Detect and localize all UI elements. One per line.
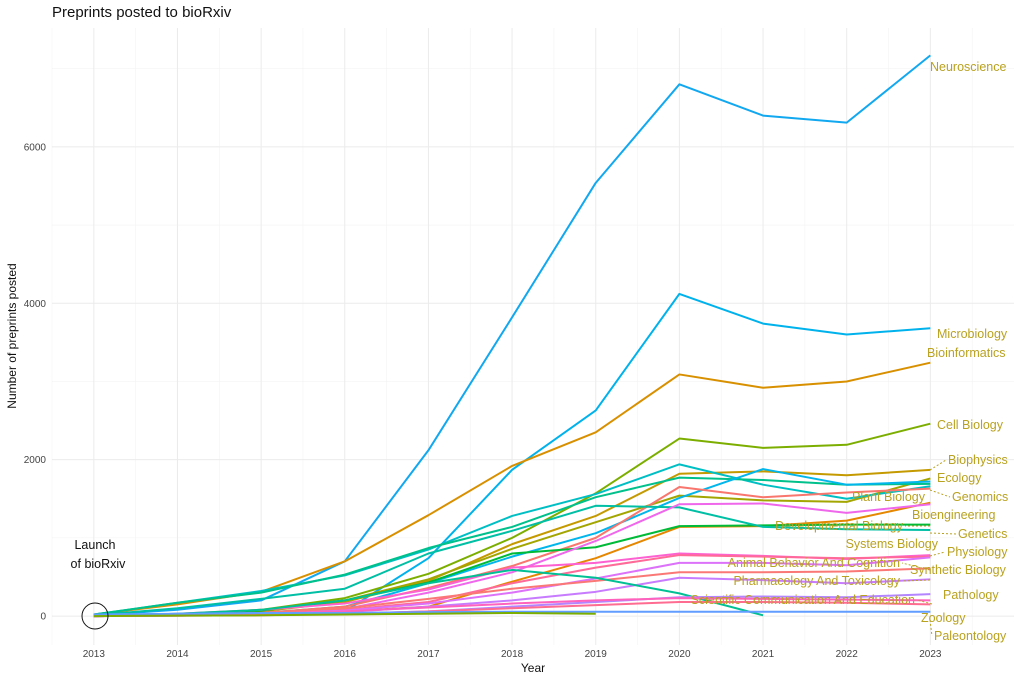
x-tick-label: 2014 — [166, 649, 189, 660]
series-label: Cell Biology — [937, 418, 1004, 432]
series-line-unlabeled-24 — [93, 611, 596, 618]
series-label: Systems Biology — [846, 537, 939, 551]
series-label: Zoology — [921, 611, 966, 625]
series-line-unlabeled-19 — [93, 568, 764, 618]
label-leader — [901, 562, 931, 571]
x-tick-label: 2017 — [417, 649, 440, 660]
series-label: Genomics — [952, 490, 1008, 504]
x-tick-label: 2020 — [668, 649, 691, 660]
annotation-line2: of bioRxiv — [71, 557, 127, 571]
series-lines — [93, 54, 931, 618]
y-tick-label: 0 — [40, 612, 46, 623]
y-tick-label: 2000 — [24, 455, 47, 466]
x-tick-label: 2013 — [83, 649, 106, 660]
x-tick-label: 2022 — [836, 649, 859, 660]
label-leader — [929, 551, 946, 557]
series-label: Scientific Communication And Education — [691, 593, 915, 607]
x-tick-label: 2016 — [334, 649, 357, 660]
series-label: Paleontology — [934, 629, 1007, 643]
series-line-plant-biology — [93, 476, 931, 616]
label-leader — [901, 579, 931, 582]
label-leader — [929, 459, 947, 471]
series-line-genomics — [93, 463, 931, 616]
x-tick-label: 2023 — [919, 649, 942, 660]
series-label: Bioinformatics — [927, 346, 1006, 360]
series-labels: Neuroscience Microbiology Bioinformatics Ce… — [691, 60, 1009, 643]
series-label: Physiology — [947, 545, 1008, 559]
series-line-genetics — [93, 504, 931, 617]
series-line-scientific-communication-and-education — [93, 597, 931, 618]
label-leader — [916, 599, 933, 605]
launch-marker — [81, 602, 109, 630]
x-tick-label: 2018 — [501, 649, 524, 660]
label-leader — [929, 532, 957, 535]
x-tick-label: 2019 — [585, 649, 608, 660]
series-label: Animal Behavior And Cognition — [728, 556, 900, 570]
ticks: 0 2000 4000 6000 2013 2014 2015 2016 2017 2018 201… — [24, 142, 942, 660]
series-label: Synthetic Biology — [910, 563, 1007, 577]
series-label: Developmental Biology — [775, 519, 904, 533]
series-label: Pathology — [943, 588, 999, 602]
series-label: Neuroscience — [930, 60, 1006, 74]
x-axis-label: Year — [521, 661, 545, 675]
x-tick-label: 2021 — [752, 649, 775, 660]
label-leader — [929, 489, 951, 498]
annotation-line1: Launch — [74, 538, 115, 552]
series-label: Ecology — [937, 471, 982, 485]
grid — [51, 28, 1014, 645]
y-tick-label: 6000 — [24, 142, 47, 153]
label-leader — [929, 619, 933, 637]
x-tick-label: 2015 — [250, 649, 273, 660]
chart-title: Preprints posted to bioRxiv — [52, 4, 232, 21]
series-label: Plant Biology — [852, 490, 926, 504]
series-label: Microbiology — [937, 327, 1008, 341]
series-label: Genetics — [958, 527, 1007, 541]
series-label: Biophysics — [948, 453, 1008, 467]
series-line-neuroscience — [93, 54, 931, 617]
y-axis-label: Number of preprints posted — [5, 263, 19, 408]
y-tick-label: 4000 — [24, 299, 47, 310]
series-label: Bioengineering — [912, 508, 995, 522]
series-label: Pharmacology And Toxicology — [733, 574, 900, 588]
series-line-paleontology — [93, 610, 931, 616]
